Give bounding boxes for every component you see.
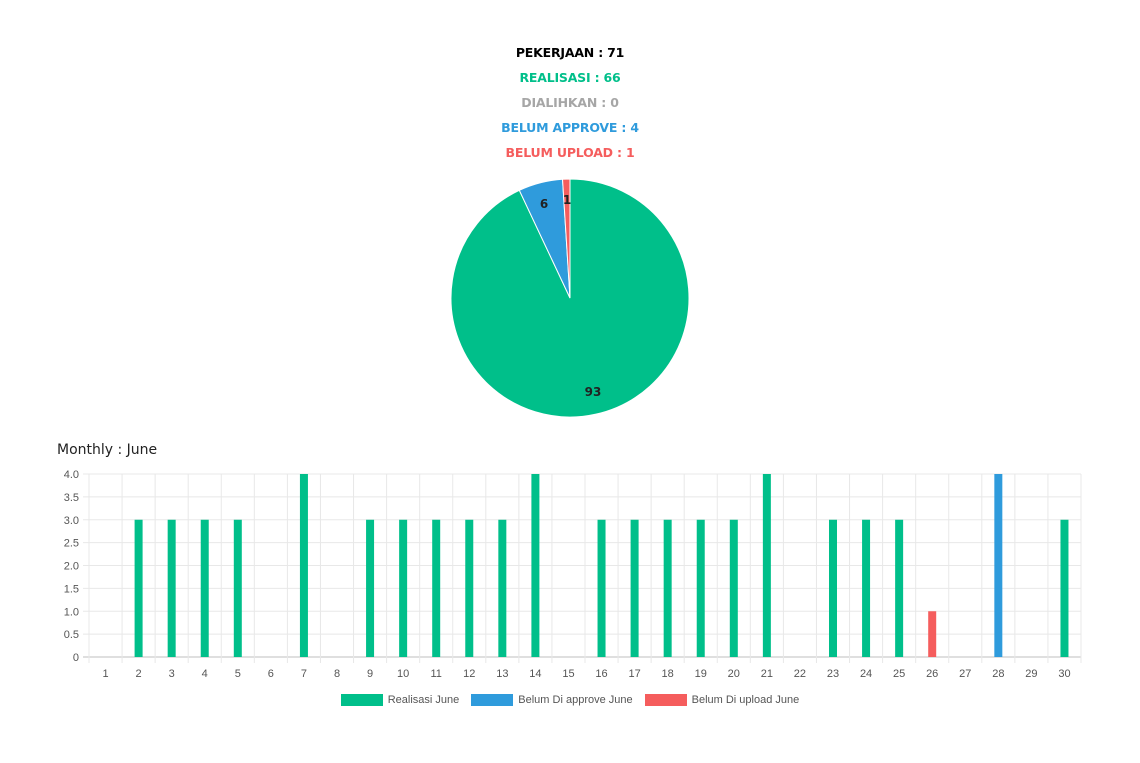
y-tick-label: 3.0 xyxy=(64,515,79,527)
bar-realisasi-june-20[interactable] xyxy=(729,519,738,657)
monthly-title: Monthly : June xyxy=(57,442,158,458)
x-tick-label: 4 xyxy=(202,668,208,680)
dialihkan-total: DIALIHKAN : 0 xyxy=(521,95,619,110)
x-tick-label: 26 xyxy=(926,668,938,680)
pie-chart: 93 6 1 xyxy=(450,178,690,418)
x-tick-label: 29 xyxy=(1025,668,1037,680)
summary-block: PEKERJAAN : 71 REALISASI : 66 DIALIHKAN … xyxy=(0,40,1140,165)
bar-realisasi-june-5[interactable] xyxy=(233,519,242,657)
bar-legend: Realisasi June Belum Di approve June Bel… xyxy=(0,694,1140,706)
x-tick-label: 12 xyxy=(463,668,475,680)
bar-realisasi-june-10[interactable] xyxy=(399,519,408,657)
x-tick-label: 10 xyxy=(397,668,409,680)
x-tick-label: 25 xyxy=(893,668,905,680)
bar-realisasi-june-16[interactable] xyxy=(597,519,606,657)
x-tick-label: 22 xyxy=(794,668,806,680)
x-tick-label: 28 xyxy=(992,668,1004,680)
x-tick-label: 27 xyxy=(959,668,971,680)
realisasi-total: REALISASI : 66 xyxy=(519,70,621,85)
pie-label-1: 1 xyxy=(563,193,571,207)
x-tick-label: 3 xyxy=(169,668,175,680)
x-tick-label: 20 xyxy=(728,668,740,680)
bar-realisasi-june-12[interactable] xyxy=(465,519,474,657)
bar-realisasi-june-7[interactable] xyxy=(299,474,308,657)
bar-realisasi-june-18[interactable] xyxy=(663,519,672,657)
x-tick-label: 8 xyxy=(334,668,340,680)
bar-realisasi-june-4[interactable] xyxy=(200,519,209,657)
x-tick-label: 30 xyxy=(1058,668,1070,680)
pie-label-6: 6 xyxy=(540,197,548,211)
bar-realisasi-june-11[interactable] xyxy=(432,519,441,657)
pie-label-93: 93 xyxy=(585,385,602,399)
bar-realisasi-june-19[interactable] xyxy=(696,519,705,657)
bar-realisasi-june-24[interactable] xyxy=(862,519,871,657)
bar-realisasi-june-2[interactable] xyxy=(134,519,143,657)
x-tick-label: 17 xyxy=(628,668,640,680)
x-tick-label: 15 xyxy=(562,668,574,680)
y-tick-label: 0.5 xyxy=(64,629,79,641)
legend-label-realisasi: Realisasi June xyxy=(387,694,460,706)
legend-label-belum-approve: Belum Di approve June xyxy=(518,694,633,706)
x-tick-label: 21 xyxy=(761,668,773,680)
bar-realisasi-june-25[interactable] xyxy=(895,519,904,657)
legend-label-belum-upload: Belum Di upload June xyxy=(691,694,800,706)
x-tick-label: 7 xyxy=(301,668,307,680)
legend-item-realisasi[interactable]: Realisasi June xyxy=(340,694,460,706)
bar-realisasi-june-9[interactable] xyxy=(366,519,375,657)
bar-realisasi-june-23[interactable] xyxy=(829,519,837,657)
y-tick-label: 1.5 xyxy=(64,583,79,595)
x-tick-label: 18 xyxy=(662,668,674,680)
bar-realisasi-june-30[interactable] xyxy=(1060,519,1069,657)
x-tick-label: 2 xyxy=(136,668,142,680)
bar-realisasi-june-13[interactable] xyxy=(498,519,507,657)
x-tick-label: 14 xyxy=(529,668,541,680)
x-tick-label: 23 xyxy=(827,668,839,680)
pekerjaan-total: PEKERJAAN : 71 xyxy=(515,45,625,60)
legend-swatch-belum-upload xyxy=(644,694,687,706)
legend-item-belum-approve[interactable]: Belum Di approve June xyxy=(471,694,633,706)
y-tick-label: 0 xyxy=(73,652,79,664)
bar-belum-di-upload-june-26[interactable] xyxy=(928,611,937,657)
bar-realisasi-june-21[interactable] xyxy=(762,474,771,657)
legend-item-belum-upload[interactable]: Belum Di upload June xyxy=(644,694,800,706)
belum-approve-total: BELUM APPROVE : 4 xyxy=(501,120,639,135)
legend-swatch-realisasi xyxy=(340,694,383,706)
legend-swatch-belum-approve xyxy=(471,694,514,706)
x-tick-label: 13 xyxy=(496,668,508,680)
y-tick-label: 1.0 xyxy=(64,606,79,618)
x-tick-label: 9 xyxy=(367,668,373,680)
bar-realisasi-june-3[interactable] xyxy=(167,519,176,657)
x-tick-label: 16 xyxy=(595,668,607,680)
y-tick-label: 2.0 xyxy=(64,561,79,573)
bar-realisasi-june-17[interactable] xyxy=(630,519,639,657)
bar-realisasi-june-14[interactable] xyxy=(531,474,540,657)
x-tick-label: 1 xyxy=(102,668,108,680)
x-tick-label: 19 xyxy=(695,668,707,680)
y-tick-label: 3.5 xyxy=(64,492,79,504)
bar-belum-di-approve-june-28[interactable] xyxy=(994,474,1003,657)
monthly-bar-chart: 00.51.01.52.02.53.03.54.01 2 3 4 5 6 7 8 9 10 11 12… xyxy=(64,469,1082,680)
x-tick-label: 24 xyxy=(860,668,872,680)
y-tick-label: 4.0 xyxy=(64,469,79,481)
pie-slice-1[interactable] xyxy=(561,178,571,299)
y-tick-label: 2.5 xyxy=(64,538,79,550)
x-tick-label: 11 xyxy=(430,668,441,680)
x-tick-label: 6 xyxy=(268,668,274,680)
x-tick-label: 5 xyxy=(235,668,241,680)
belum-upload-total: BELUM UPLOAD : 1 xyxy=(505,145,635,160)
